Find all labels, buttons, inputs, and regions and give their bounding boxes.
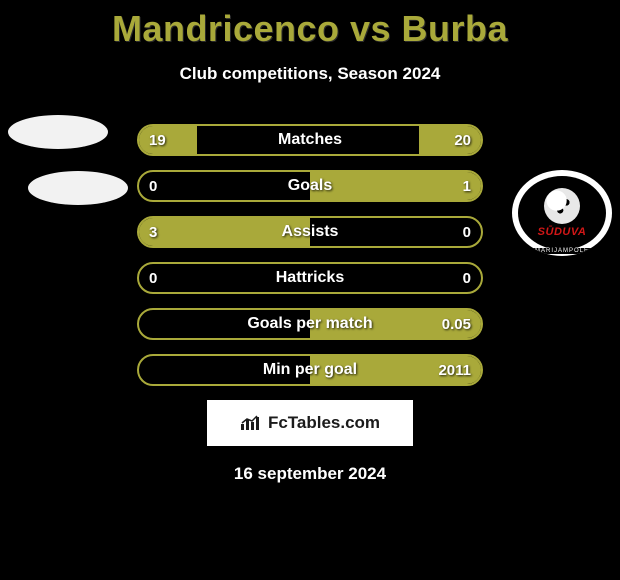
stat-row: 1920Matches xyxy=(137,124,483,156)
stat-label: Hattricks xyxy=(139,264,481,292)
title-player-left: Mandricenco xyxy=(112,8,340,49)
title-player-right: Burba xyxy=(402,8,509,49)
stat-label: Matches xyxy=(139,126,481,154)
club-logo: SŪDUVA MARIJAMPOLĖ xyxy=(512,170,612,256)
club-name: SŪDUVA xyxy=(538,226,587,238)
stats-comparison: 1920Matches 01Goals 30Assists 00Hattricks 0.… xyxy=(137,124,483,386)
stat-row: 0.05Goals per match xyxy=(137,308,483,340)
stat-row: 2011Min per goal xyxy=(137,354,483,386)
page-title: Mandricenco vs Burba xyxy=(0,0,620,50)
brand-watermark: FcTables.com xyxy=(207,400,413,446)
stat-label: Goals xyxy=(139,172,481,200)
title-vs: vs xyxy=(339,8,401,49)
brand-text: FcTables.com xyxy=(268,413,380,433)
stat-label: Assists xyxy=(139,218,481,246)
stat-row: 01Goals xyxy=(137,170,483,202)
left-club-badge xyxy=(8,115,108,215)
footer-date: 16 september 2024 xyxy=(0,464,620,484)
placeholder-ellipse xyxy=(28,171,128,205)
stat-label: Min per goal xyxy=(139,356,481,384)
stat-row: 00Hattricks xyxy=(137,262,483,294)
right-club-badge: SŪDUVA MARIJAMPOLĖ xyxy=(512,170,612,270)
stat-row: 30Assists xyxy=(137,216,483,248)
club-city: MARIJAMPOLĖ xyxy=(512,248,612,254)
bar-chart-icon xyxy=(240,415,262,431)
stat-label: Goals per match xyxy=(139,310,481,338)
placeholder-ellipse xyxy=(8,115,108,149)
subtitle: Club competitions, Season 2024 xyxy=(0,64,620,84)
soccer-ball-icon xyxy=(544,188,580,224)
